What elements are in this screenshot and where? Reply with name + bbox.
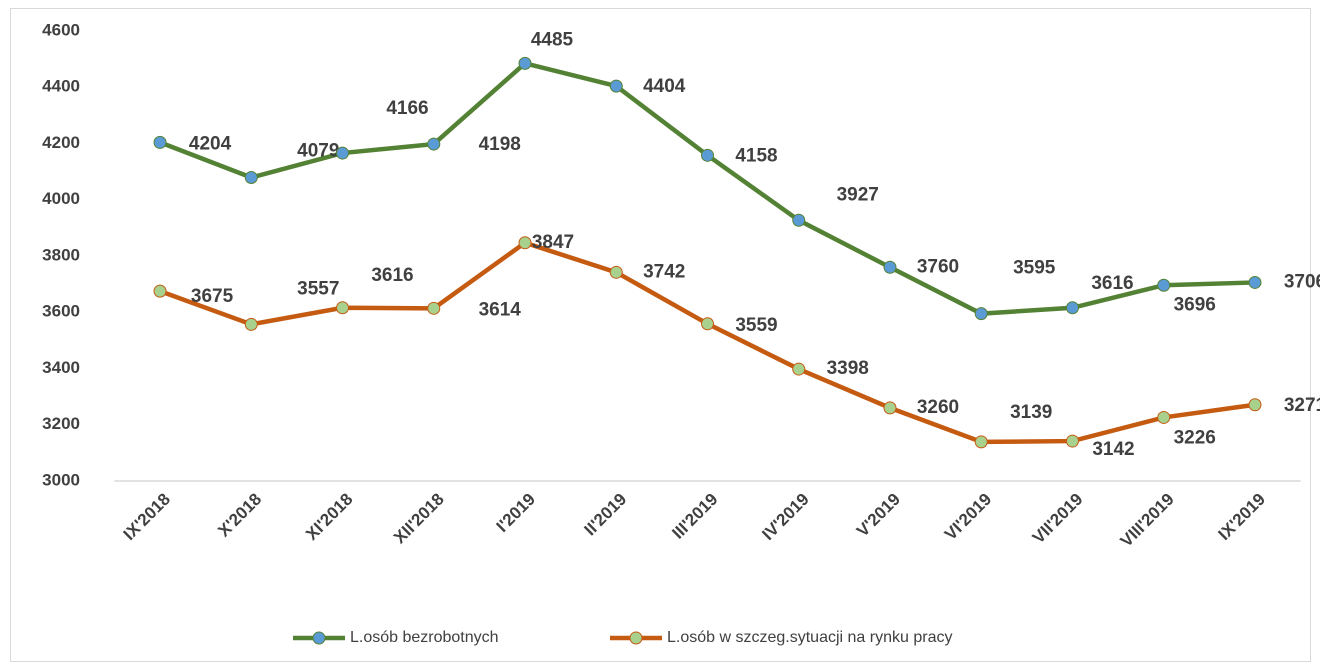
data-label: 3742 (643, 261, 685, 282)
point-marker (974, 307, 988, 321)
point-marker (1157, 278, 1171, 292)
point-marker (1065, 434, 1079, 448)
legend-marker (312, 631, 326, 645)
y-tick-label: 3000 (42, 470, 80, 489)
y-tick-label: 4600 (42, 20, 80, 39)
point-marker (1157, 410, 1171, 424)
y-tick-label: 3400 (42, 358, 80, 377)
point-marker (518, 56, 532, 70)
data-label: 3616 (371, 265, 413, 286)
point-marker (1065, 301, 1079, 315)
point-marker (701, 317, 714, 331)
data-label: 3139 (1010, 402, 1052, 423)
y-tick-label: 3600 (42, 302, 80, 321)
data-label: 3271 (1284, 395, 1320, 416)
data-label: 3696 (1174, 294, 1216, 315)
point-marker (609, 265, 623, 279)
data-label: 4166 (386, 98, 428, 119)
legend-marker (629, 631, 643, 645)
point-marker (427, 137, 441, 151)
y-tick-label: 3200 (42, 414, 80, 433)
legend-label: L.osób w szczeg.sytuacji na rynku pracy (667, 629, 952, 646)
data-label: 3595 (1013, 258, 1056, 279)
point-marker (792, 362, 806, 376)
data-label: 3760 (917, 256, 959, 277)
data-label: 4404 (643, 76, 686, 97)
data-label: 4158 (735, 145, 777, 166)
y-tick-label: 4000 (42, 189, 80, 208)
data-label: 3675 (191, 286, 234, 307)
data-label: 3927 (837, 184, 879, 205)
point-marker (974, 435, 988, 449)
point-marker (518, 236, 532, 250)
data-label: 3260 (917, 397, 959, 418)
point-marker (1248, 398, 1262, 412)
point-marker (244, 317, 258, 331)
point-marker (153, 284, 167, 298)
point-marker (701, 148, 714, 162)
chart-border (10, 8, 1311, 662)
data-label: 3559 (735, 315, 777, 336)
data-label: 4485 (531, 29, 574, 50)
data-label: 3226 (1174, 427, 1216, 448)
point-marker (883, 260, 897, 274)
point-marker (336, 146, 350, 160)
point-marker (336, 301, 350, 315)
point-marker (609, 79, 623, 93)
y-tick-label: 4200 (42, 133, 80, 152)
point-marker (883, 401, 897, 415)
y-tick-label: 3800 (42, 245, 80, 264)
data-label: 4204 (189, 133, 232, 154)
point-marker (427, 301, 441, 315)
data-label: 3614 (479, 299, 522, 320)
data-label: 3847 (532, 232, 574, 253)
point-marker (1248, 275, 1262, 289)
point-marker (153, 135, 167, 149)
data-label: 3616 (1091, 273, 1133, 294)
y-tick-label: 4400 (42, 77, 80, 96)
data-label: 3398 (827, 358, 869, 379)
data-label: 3557 (297, 278, 339, 299)
data-label: 4079 (297, 141, 339, 162)
point-marker (244, 171, 258, 185)
data-label: 4198 (479, 134, 521, 155)
point-marker (792, 213, 806, 227)
data-label: 3706 (1284, 271, 1320, 292)
legend-label: L.osób bezrobotnych (350, 629, 499, 646)
data-label: 3142 (1092, 439, 1134, 460)
